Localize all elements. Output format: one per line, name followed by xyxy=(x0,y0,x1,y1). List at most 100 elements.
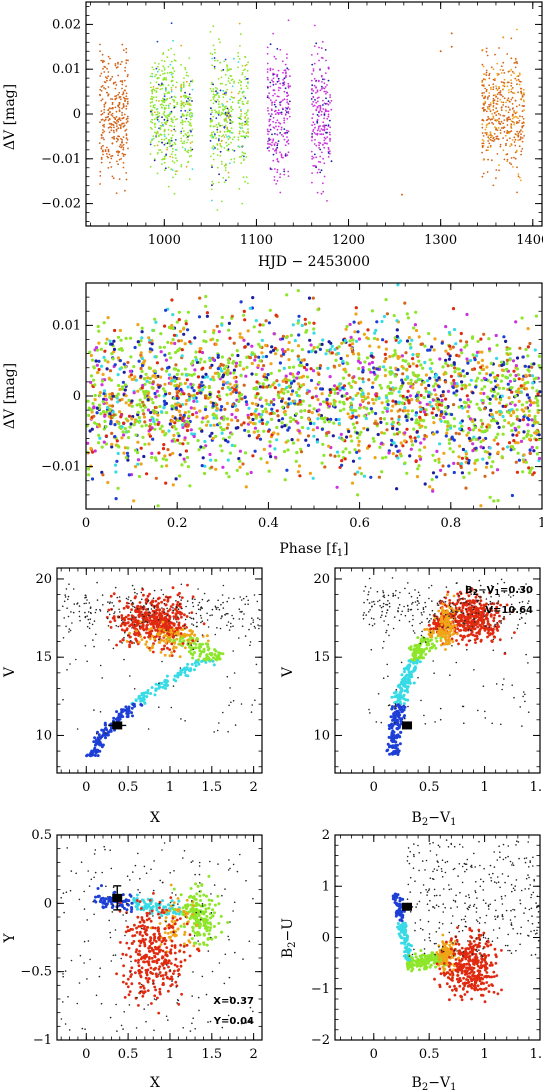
phase-point xyxy=(282,366,286,370)
light-curve-point xyxy=(486,171,489,173)
light-curve-point xyxy=(165,142,167,145)
phase-point xyxy=(517,458,522,462)
light-curve-point xyxy=(169,71,171,74)
phase-point xyxy=(157,451,161,455)
light-curve-point xyxy=(161,116,163,118)
light-curve-point xyxy=(500,109,503,112)
phase-point xyxy=(526,433,530,437)
phase-point xyxy=(405,427,409,431)
light-curve-point xyxy=(210,113,212,116)
light-curve-point xyxy=(496,62,499,65)
phase-point xyxy=(206,420,210,424)
light-curve-point xyxy=(170,145,173,147)
light-curve-point xyxy=(490,159,493,162)
phase-point xyxy=(335,450,340,454)
phase-point xyxy=(447,464,451,468)
light-curve-point xyxy=(311,124,313,127)
light-curve-point xyxy=(268,92,270,95)
phase-point xyxy=(381,338,385,342)
phase-point xyxy=(203,439,207,444)
light-curve-point xyxy=(151,92,154,95)
phase-point xyxy=(261,409,265,414)
light-curve-point xyxy=(212,93,215,96)
phase-point xyxy=(259,457,263,461)
phase-point xyxy=(365,407,369,411)
light-curve-point xyxy=(166,92,169,94)
phase-point xyxy=(348,343,352,347)
phase-point xyxy=(356,470,360,474)
light-curve-point xyxy=(170,139,173,142)
phase-point xyxy=(164,308,168,312)
phase-point xyxy=(130,399,134,403)
phase-point xyxy=(163,382,167,386)
phase-point xyxy=(426,379,430,383)
phase-point xyxy=(148,350,152,354)
phase-point xyxy=(384,340,388,344)
phase-point xyxy=(442,372,446,376)
phase-point xyxy=(360,398,365,402)
light-curve-point xyxy=(269,67,272,70)
light-curve-point xyxy=(107,62,110,65)
light-curve-point xyxy=(182,134,185,137)
phase-point xyxy=(524,347,528,352)
light-curve-point xyxy=(237,51,240,54)
light-curve-point xyxy=(502,122,504,125)
phase-point xyxy=(484,465,489,469)
light-curve-point xyxy=(285,71,287,74)
light-curve-point xyxy=(247,117,250,120)
phase-point xyxy=(257,433,261,438)
phase-point xyxy=(526,327,530,331)
light-curve-point xyxy=(268,149,270,152)
x-tick-label: 0.2 xyxy=(167,516,188,531)
phase-point xyxy=(299,402,303,406)
phase-point xyxy=(124,401,128,405)
phase-point xyxy=(418,448,422,452)
light-curve-point xyxy=(494,77,496,80)
phase-point xyxy=(521,470,525,474)
phase-point xyxy=(310,411,314,415)
light-curve-point xyxy=(171,160,174,163)
phase-point xyxy=(485,372,489,376)
phase-point xyxy=(270,407,274,411)
phase-point xyxy=(515,417,520,421)
light-curve-point xyxy=(115,129,118,132)
phase-point xyxy=(527,409,531,413)
phase-point xyxy=(95,406,99,410)
light-curve-point xyxy=(489,102,492,104)
light-curve-point xyxy=(485,71,488,74)
phase-point xyxy=(511,409,515,414)
phase-point xyxy=(471,418,475,423)
light-curve-point xyxy=(118,91,121,94)
phase-point xyxy=(100,379,105,383)
phase-point xyxy=(242,309,246,313)
light-curve-point xyxy=(158,135,160,138)
light-curve-point xyxy=(496,135,499,138)
light-curve-point xyxy=(502,137,504,140)
phase-point xyxy=(464,452,468,456)
light-curve-point xyxy=(244,64,247,67)
phase-point xyxy=(166,366,170,370)
phase-point xyxy=(362,474,367,478)
phase-point xyxy=(439,419,443,423)
phase-point xyxy=(444,434,448,438)
light-curve-point xyxy=(223,126,226,129)
x-tick-label: 0.4 xyxy=(258,516,279,531)
light-curve-point xyxy=(107,115,110,118)
phase-point xyxy=(225,417,230,421)
phase-point xyxy=(277,418,281,423)
light-curve-point xyxy=(191,100,193,102)
phase-point xyxy=(234,364,238,368)
phase-point xyxy=(389,372,393,376)
light-curve-point xyxy=(488,95,491,97)
phase-point xyxy=(412,373,416,377)
phase-point xyxy=(348,415,352,419)
light-curve-point xyxy=(117,121,120,123)
phase-point xyxy=(312,422,316,426)
phase-point xyxy=(499,379,503,383)
light-curve-point xyxy=(191,80,194,83)
light-curve-point xyxy=(154,62,156,64)
light-curve-point xyxy=(220,200,223,203)
phase-point xyxy=(381,410,385,414)
light-curve-point xyxy=(223,136,226,138)
phase-point xyxy=(184,319,188,323)
